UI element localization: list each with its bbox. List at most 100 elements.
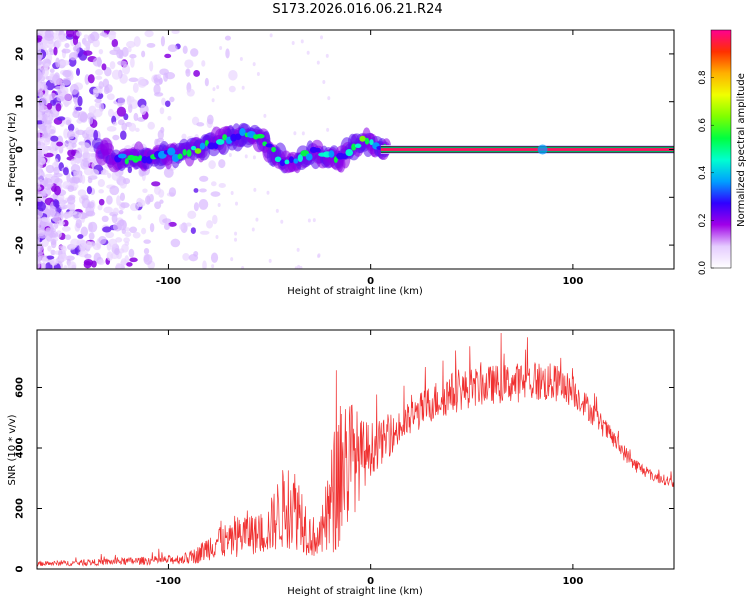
spectrogram-noise-blob xyxy=(126,40,136,48)
spectrogram-noise-blob xyxy=(120,258,127,266)
spectrogram-noise-blob xyxy=(168,221,177,227)
spectrogram-tone-blob xyxy=(124,158,129,165)
spectrogram-noise-blob xyxy=(121,46,129,58)
spectrogram-noise-blob xyxy=(37,250,44,256)
spectrogram-noise-blob xyxy=(69,202,76,211)
spectrogram-noise-blob xyxy=(116,195,121,206)
spectrogram-y-tick-label: 10 xyxy=(15,95,26,109)
spectrogram-tone-blob xyxy=(328,150,335,158)
spectrogram-noise-blob xyxy=(275,208,279,213)
colorbar-tick-label: 0.8 xyxy=(698,70,708,85)
spectrogram-noise-blob xyxy=(120,202,130,209)
spectrogram-noise-blob xyxy=(94,98,102,103)
spectrogram-y-tick-label: -10 xyxy=(15,188,26,206)
spectrogram-noise-blob xyxy=(70,83,79,95)
spectrogram-tone-blob xyxy=(239,128,246,137)
spectrogram-noise-blob xyxy=(185,68,191,77)
snr-x-tick-label: 100 xyxy=(562,576,583,587)
spectrogram-noise-blob xyxy=(56,34,67,43)
spectrogram-noise xyxy=(37,30,331,269)
spectrogram-noise-blob xyxy=(102,226,112,233)
spectrogram-noise-blob xyxy=(159,107,165,115)
spectrogram-noise-blob xyxy=(88,116,94,125)
spectrogram-noise-blob xyxy=(101,215,109,223)
spectrogram-noise-blob xyxy=(106,93,115,101)
colorbar-tick-label: 0.4 xyxy=(698,165,708,180)
snr-x-axis-label: Height of straight line (km) xyxy=(287,586,423,597)
spectrogram-noise-blob xyxy=(48,47,53,53)
spectrogram-noise-blob xyxy=(89,31,100,42)
spectrogram-noise-blob xyxy=(306,50,310,55)
spectrogram-noise-blob xyxy=(133,112,139,122)
spectrogram-noise-blob xyxy=(69,176,78,185)
spectrogram-noise-blob xyxy=(65,119,71,126)
spectrogram-noise-blob xyxy=(100,169,109,176)
steady-tone-core xyxy=(380,148,674,151)
spectrogram-noise-blob xyxy=(266,190,270,195)
spectrogram-noise-blob xyxy=(102,78,110,88)
spectrogram-noise-blob xyxy=(159,199,164,204)
spectrogram-x-axis-label: Height of straight line (km) xyxy=(287,286,423,297)
spectrogram-noise-blob xyxy=(98,48,104,55)
spectrogram-noise-blob xyxy=(111,38,119,48)
spectrogram-noise-blob xyxy=(41,256,48,263)
spectrogram-tone-blob xyxy=(182,149,187,156)
spectrogram-noise-blob xyxy=(105,231,115,239)
spectrogram-noise-blob xyxy=(255,217,259,222)
spectrogram-noise-blob xyxy=(296,247,300,252)
spectrogram-noise-blob xyxy=(199,188,207,193)
spectrogram-noise-blob xyxy=(211,98,215,103)
spectrogram-noise-blob xyxy=(326,127,330,132)
spectrogram-noise-blob xyxy=(40,262,47,269)
spectrogram-noise-blob xyxy=(218,183,226,189)
spectrogram-noise-blob xyxy=(64,93,72,101)
spectrogram-noise-blob xyxy=(75,218,82,229)
spectrogram-noise-blob xyxy=(56,194,65,203)
steady-tone-bump xyxy=(537,144,548,155)
spectrogram-noise-blob xyxy=(120,130,127,141)
spectrogram-noise-blob xyxy=(85,126,95,135)
spectrogram-tone-blob xyxy=(186,149,192,157)
spectrogram-noise-blob xyxy=(37,193,44,202)
spectrogram-noise-blob xyxy=(52,74,60,85)
spectrogram-noise-blob xyxy=(56,116,66,121)
snr-y-tick-label: 0 xyxy=(15,565,26,572)
spectrogram-tone-blob xyxy=(132,155,140,163)
spectrogram-x-tick-label: 0 xyxy=(367,276,374,287)
spectrogram-noise-blob xyxy=(141,227,147,235)
spectrogram-tone-blob xyxy=(364,137,370,145)
spectrogram-noise-blob xyxy=(216,85,220,90)
spectrogram-noise-blob xyxy=(121,243,129,253)
spectrogram-tone-blob xyxy=(215,139,225,145)
spectrogram-noise-blob xyxy=(317,253,321,258)
spectrogram-noise-blob xyxy=(300,39,304,44)
spectrogram-noise-blob xyxy=(123,237,130,244)
snr-frame xyxy=(36,329,675,570)
spectrogram-noise-blob xyxy=(316,60,320,65)
spectrogram-noise-blob xyxy=(132,82,139,94)
spectrogram-noise-blob xyxy=(129,226,138,234)
spectrogram-noise-blob xyxy=(68,52,78,61)
spectrogram-noise-blob xyxy=(196,122,205,127)
spectrogram-noise-blob xyxy=(312,218,316,223)
spectrogram-noise-blob xyxy=(291,40,295,45)
spectrogram-noise-blob xyxy=(124,227,131,232)
spectrogram-noise-blob xyxy=(93,129,99,141)
spectrogram-noise-blob xyxy=(66,196,76,205)
spectrogram-y-tick-label: 0 xyxy=(15,146,26,153)
spectrogram-noise-blob xyxy=(319,35,323,40)
spectrogram-noise-blob xyxy=(83,50,93,56)
spectrogram-noise-blob xyxy=(45,164,55,174)
snr-y-tick-label: 600 xyxy=(15,377,26,398)
spectrogram-noise-blob xyxy=(66,130,75,140)
spectrogram-noise-blob xyxy=(129,54,137,59)
spectrogram-noise-blob xyxy=(116,49,123,59)
spectrogram-noise-blob xyxy=(53,199,59,207)
spectrogram-tone-blob xyxy=(194,148,202,154)
spectrogram-noise-blob xyxy=(210,252,219,263)
spectrogram-noise-blob xyxy=(126,96,135,103)
spectrogram-noise-blob xyxy=(230,257,234,262)
spectrogram-noise-blob xyxy=(72,211,83,221)
spectrogram-noise-blob xyxy=(151,181,161,187)
colorbar-tick-label: 0.6 xyxy=(698,118,708,133)
